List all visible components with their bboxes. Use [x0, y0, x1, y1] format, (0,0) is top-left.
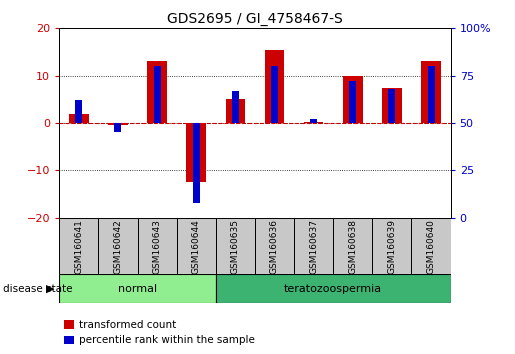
- Bar: [114, 123, 122, 132]
- Bar: [271, 66, 278, 123]
- Bar: [349, 81, 356, 123]
- Bar: [147, 62, 167, 123]
- Bar: [75, 100, 82, 123]
- Text: GSM160636: GSM160636: [270, 219, 279, 274]
- Bar: [265, 50, 284, 123]
- Bar: [232, 91, 239, 123]
- Bar: [216, 274, 451, 303]
- Text: GSM160638: GSM160638: [348, 219, 357, 274]
- Bar: [411, 218, 451, 274]
- Text: ▶: ▶: [46, 284, 54, 293]
- Text: normal: normal: [118, 284, 157, 293]
- Bar: [98, 218, 138, 274]
- Bar: [421, 62, 441, 123]
- Bar: [343, 76, 363, 123]
- Legend: transformed count, percentile rank within the sample: transformed count, percentile rank withi…: [64, 320, 255, 346]
- Text: GSM160637: GSM160637: [309, 219, 318, 274]
- Bar: [193, 123, 200, 202]
- Text: GSM160640: GSM160640: [426, 219, 436, 274]
- Bar: [255, 218, 294, 274]
- Text: GSM160644: GSM160644: [192, 219, 201, 274]
- Text: teratozoospermia: teratozoospermia: [284, 284, 382, 293]
- Bar: [427, 66, 435, 123]
- Bar: [59, 218, 98, 274]
- Bar: [216, 218, 255, 274]
- Bar: [372, 218, 411, 274]
- Text: GSM160641: GSM160641: [74, 219, 83, 274]
- Bar: [294, 218, 333, 274]
- Text: GSM160642: GSM160642: [113, 219, 123, 274]
- Bar: [310, 119, 317, 123]
- Bar: [153, 66, 161, 123]
- Bar: [138, 218, 177, 274]
- Bar: [388, 89, 396, 123]
- Text: disease state: disease state: [3, 284, 72, 293]
- Text: GSM160643: GSM160643: [152, 219, 162, 274]
- Bar: [108, 123, 128, 125]
- Bar: [177, 218, 216, 274]
- Bar: [59, 274, 216, 303]
- Bar: [226, 99, 245, 123]
- Text: GSM160639: GSM160639: [387, 219, 397, 274]
- Bar: [69, 114, 89, 123]
- Title: GDS2695 / GI_4758467-S: GDS2695 / GI_4758467-S: [167, 12, 343, 26]
- Bar: [333, 218, 372, 274]
- Text: GSM160635: GSM160635: [231, 219, 240, 274]
- Bar: [382, 87, 402, 123]
- Bar: [304, 122, 323, 123]
- Bar: [186, 123, 206, 182]
